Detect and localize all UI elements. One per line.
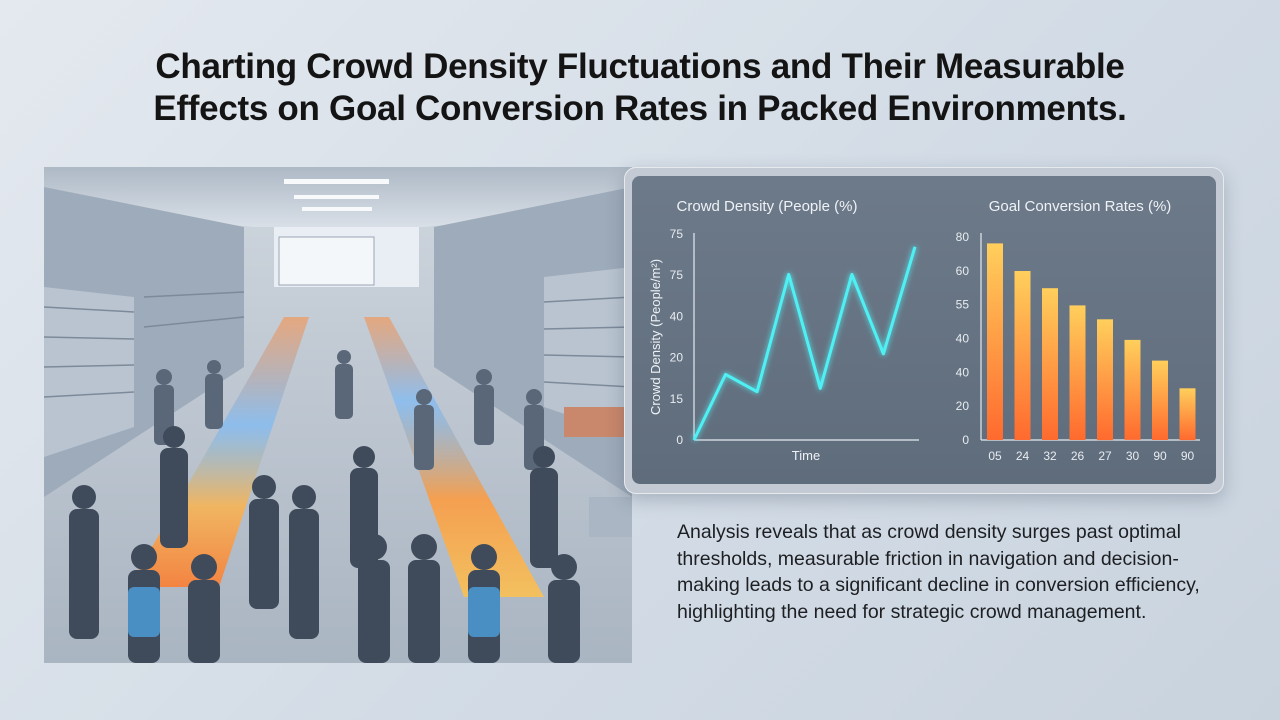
line-chart-y-ticks: 0 15 20 40 75 75 — [670, 227, 684, 447]
bar-x-tick-label: 27 — [1098, 449, 1112, 463]
bar-y-tick-label: 0 — [962, 433, 969, 447]
bar-series — [987, 243, 1196, 441]
line-chart-y-label: Crowd Density (People/m²) — [648, 259, 663, 415]
bar — [1152, 360, 1168, 440]
bar — [1179, 388, 1196, 441]
bar-x-tick-label: 32 — [1043, 449, 1057, 463]
bar-x-tick-label: 90 — [1181, 449, 1195, 463]
crowd-store-illustration — [44, 167, 632, 663]
line-y-tick-label: 75 — [670, 268, 684, 282]
line-y-tick-label: 15 — [670, 392, 684, 406]
line-y-tick-label: 0 — [676, 433, 683, 447]
bar-chart-title: Goal Conversion Rates (%) — [989, 198, 1172, 215]
bar — [987, 243, 1003, 440]
bar-chart-y-ticks: 0 20 40 40 55 60 80 — [956, 230, 970, 447]
bar — [1042, 288, 1058, 440]
bar-y-tick-label: 20 — [956, 399, 970, 413]
bar-x-tick-label: 24 — [1016, 449, 1030, 463]
line-chart-title: Crowd Density (People (%) — [677, 198, 858, 215]
bar — [1124, 339, 1141, 440]
bar-y-tick-label: 40 — [956, 332, 970, 346]
bar — [1069, 305, 1086, 440]
line-y-tick-label: 75 — [670, 227, 684, 241]
bar-chart-x-ticks: 05 24 32 26 27 30 90 90 — [988, 449, 1194, 463]
analysis-caption: Analysis reveals that as crowd density s… — [677, 521, 1200, 623]
bar — [1014, 271, 1031, 440]
title-line-2: Effects on Goal Conversion Rates in Pack… — [153, 89, 1127, 128]
bar-x-tick-label: 05 — [988, 449, 1002, 463]
charts-panel-inner — [632, 176, 1216, 484]
charts-svg: Crowd Density (People (%) Crowd Density … — [648, 198, 1200, 463]
page-title: Charting Crowd Density Fluctuations and … — [0, 46, 1280, 130]
bar-y-tick-label: 60 — [956, 264, 970, 278]
bar — [1097, 319, 1113, 441]
bar-x-tick-label: 30 — [1126, 449, 1140, 463]
bar-y-tick-label: 40 — [956, 365, 970, 379]
bar-x-tick-label: 26 — [1071, 449, 1085, 463]
title-line-1: Charting Crowd Density Fluctuations and … — [155, 47, 1125, 86]
bar-y-tick-label: 80 — [956, 230, 970, 244]
line-chart-x-label: Time — [792, 448, 820, 463]
line-y-tick-label: 20 — [670, 351, 684, 365]
line-y-tick-label: 40 — [670, 309, 684, 323]
charts-panel: Crowd Density (People (%) Crowd Density … — [624, 167, 1224, 494]
bar-y-tick-label: 55 — [956, 298, 970, 312]
line-series-1 — [692, 246, 917, 441]
bar-x-tick-label: 90 — [1153, 449, 1167, 463]
